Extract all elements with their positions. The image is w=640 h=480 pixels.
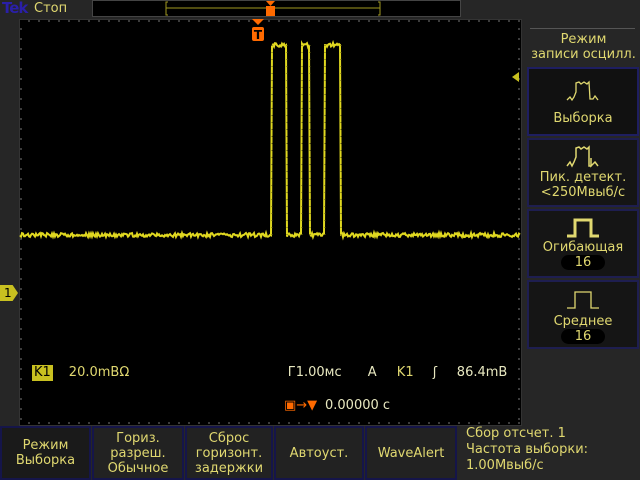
sample-rate-value: 1.00Мвыб/с [466, 458, 588, 474]
trigger-position: 0.00000 с [325, 398, 390, 414]
envelope-count: 16 [561, 255, 606, 270]
waveform-display: T K1 20.0mВΩ Г1.00мс A K1 ʃ 86.4mВ ▣→▼ 0… [19, 19, 522, 426]
side-menu-average-label: Среднее [529, 314, 637, 329]
readout-row: K1 20.0mВΩ Г1.00мс A K1 ʃ 86.4mВ [19, 365, 522, 381]
envelope-waveform-icon [553, 214, 613, 240]
side-menu-sample[interactable]: Выборка [527, 67, 639, 136]
timebase[interactable]: Г1.00мс [288, 365, 368, 381]
button-line: Сброс [195, 431, 263, 446]
wavealert-button[interactable]: WaveAlert [365, 426, 457, 480]
graticule-ticks [19, 19, 520, 424]
side-menu-average[interactable]: Среднее 16 [527, 280, 639, 349]
record-view-graphic [93, 1, 460, 16]
side-menu-envelope-label: Огибающая [529, 240, 637, 255]
acquisition-status: Стоп [34, 0, 92, 17]
main-area: 1 T K1 20.0mВΩ Г1.00мс A K1 ʃ 86.4mВ ▣→▼… [0, 19, 640, 426]
svg-text:T: T [254, 28, 263, 42]
tek-logo: Tek [2, 0, 34, 17]
channel-scale[interactable]: 20.0mВΩ [69, 365, 269, 381]
side-menu: Режим записи осцилл. Выборка Пик. детект… [522, 19, 640, 426]
button-line: Обычное [108, 461, 169, 476]
side-menu-sample-label: Выборка [529, 111, 637, 126]
record-view [92, 0, 461, 17]
channel-1-trace [20, 43, 520, 237]
sample-rate-label: Частота выборки: [466, 442, 588, 458]
side-menu-envelope[interactable]: Огибающая 16 [527, 209, 639, 278]
side-menu-title-line2: записи осцилл. [527, 47, 640, 62]
horizontal-resolution-button[interactable]: Гориз. разреш. Обычное [92, 426, 184, 480]
button-line: WaveAlert [378, 446, 445, 461]
button-line: разреш. [108, 446, 169, 461]
button-line: Автоуст. [290, 446, 349, 461]
top-bar: Tek Стоп [0, 0, 640, 19]
channel-badge: K1 [32, 365, 53, 381]
trigger-channel: K1 [397, 365, 433, 381]
reset-horizontal-delay-button[interactable]: Сброс горизонт. задержки [185, 426, 273, 480]
button-line: задержки [195, 461, 263, 476]
left-gutter: 1 [0, 19, 19, 426]
button-line: Режим [16, 438, 75, 453]
side-menu-peak-detect-rate: <250Мвыб/с [529, 185, 637, 200]
acquire-mode-button[interactable]: Режим Выборка [0, 426, 91, 480]
button-line: горизонт. [195, 446, 263, 461]
trigger-position-marker [266, 6, 275, 16]
trigger-level[interactable]: 86.4mВ [457, 365, 508, 381]
autoset-button[interactable]: Автоуст. [274, 426, 364, 480]
acquisition-info: Сбор отсчет. 1 Частота выборки: 1.00Мвыб… [466, 426, 588, 480]
trigger-mode: A [368, 365, 397, 381]
side-menu-title-line1: Режим [527, 32, 640, 47]
average-count: 16 [561, 329, 606, 344]
trigger-position-icon: ▣→▼ [284, 398, 325, 414]
channel-1-marker[interactable]: 1 [0, 285, 18, 301]
trigger-level-marker [512, 72, 519, 82]
side-menu-peak-detect[interactable]: Пик. детект. <250Мвыб/с [527, 138, 639, 207]
button-line: Выборка [16, 453, 75, 468]
sample-waveform-icon [553, 75, 613, 105]
peak-detect-waveform-icon [553, 144, 613, 170]
trigger-position-row: ▣→▼ 0.00000 с [19, 398, 522, 414]
trigger-marker: T [251, 19, 265, 45]
bottom-menu: Режим Выборка Гориз. разреш. Обычное Сброс г… [0, 426, 640, 480]
button-line: Гориз. [108, 431, 169, 446]
side-menu-title: Режим записи осцилл. [527, 29, 640, 67]
side-menu-peak-detect-label: Пик. детект. [529, 170, 637, 185]
acquisition-count: Сбор отсчет. 1 [466, 426, 588, 442]
average-waveform-icon [553, 286, 613, 312]
rising-edge-icon: ʃ [433, 365, 457, 381]
